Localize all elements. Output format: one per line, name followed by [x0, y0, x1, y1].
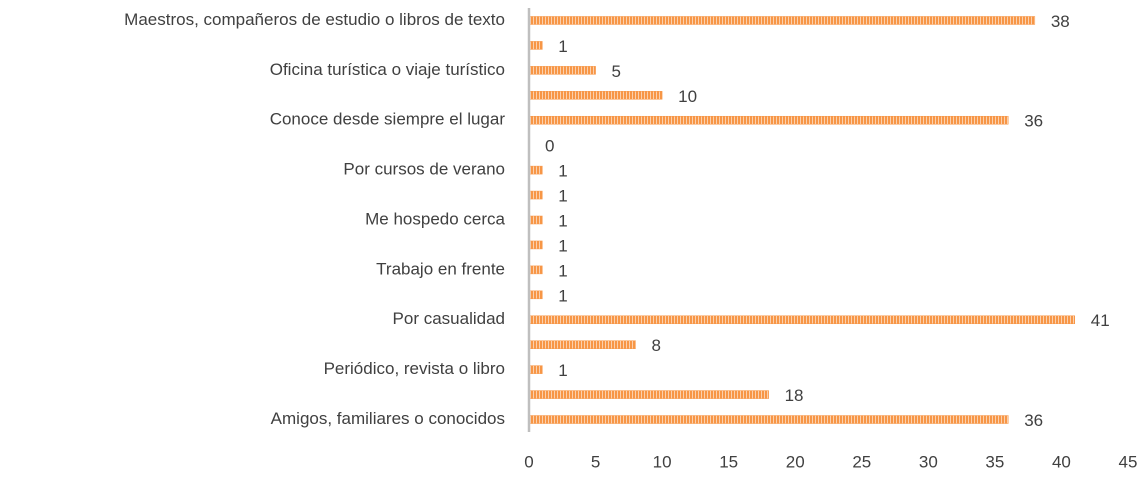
value-label: 38 — [1051, 12, 1070, 31]
bar — [528, 315, 1076, 325]
bar — [528, 215, 543, 225]
bar — [528, 115, 1009, 125]
x-tick-label: 45 — [1119, 452, 1138, 471]
y-tick-label: Trabajo en frente — [376, 259, 505, 278]
value-label: 41 — [1091, 311, 1110, 330]
bar — [528, 41, 543, 50]
value-label: 18 — [785, 386, 804, 405]
bar — [528, 16, 1036, 25]
value-label: 36 — [1024, 112, 1043, 131]
bar — [528, 290, 543, 300]
y-tick-label: Oficina turística o viaje turístico — [270, 60, 505, 79]
x-tick-label: 40 — [1052, 452, 1071, 471]
x-tick-label: 5 — [591, 452, 600, 471]
y-tick-label: Conoce desde siempre el lugar — [270, 110, 506, 129]
value-label: 1 — [558, 187, 567, 206]
value-label: 1 — [558, 211, 567, 230]
value-label: 0 — [545, 137, 554, 156]
bar — [528, 365, 543, 374]
value-label: 36 — [1024, 411, 1043, 430]
y-tick-label: Periódico, revista o libro — [324, 359, 505, 378]
value-label: 1 — [558, 361, 567, 380]
value-label: 1 — [558, 261, 567, 280]
value-label: 10 — [678, 87, 697, 106]
bar — [528, 91, 663, 100]
bar — [528, 66, 596, 75]
bar — [528, 265, 543, 275]
y-tick-label: Por cursos de verano — [343, 160, 505, 179]
y-tick-label: Me hospedo cerca — [365, 209, 505, 228]
value-label: 5 — [612, 62, 621, 81]
y-tick-label: Amigos, familiares o conocidos — [271, 409, 505, 428]
bar — [528, 190, 543, 200]
x-tick-label: 35 — [985, 452, 1004, 471]
x-tick-label: 10 — [653, 452, 672, 471]
bar — [528, 165, 543, 175]
x-tick-label: 20 — [786, 452, 805, 471]
value-label: 1 — [558, 236, 567, 255]
bar — [528, 390, 769, 399]
x-tick-label: 25 — [852, 452, 871, 471]
y-tick-label: Maestros, compañeros de estudio o libros… — [124, 10, 505, 29]
value-label: 1 — [558, 37, 567, 56]
x-tick-label: 30 — [919, 452, 938, 471]
value-label: 1 — [558, 162, 567, 181]
x-tick-label: 15 — [719, 452, 738, 471]
value-label: 1 — [558, 286, 567, 305]
value-label: 8 — [651, 336, 660, 355]
bar — [528, 240, 543, 250]
x-tick-label: 0 — [524, 452, 533, 471]
bar — [528, 340, 636, 349]
y-tick-label: Por casualidad — [393, 309, 505, 328]
bar — [528, 415, 1009, 424]
